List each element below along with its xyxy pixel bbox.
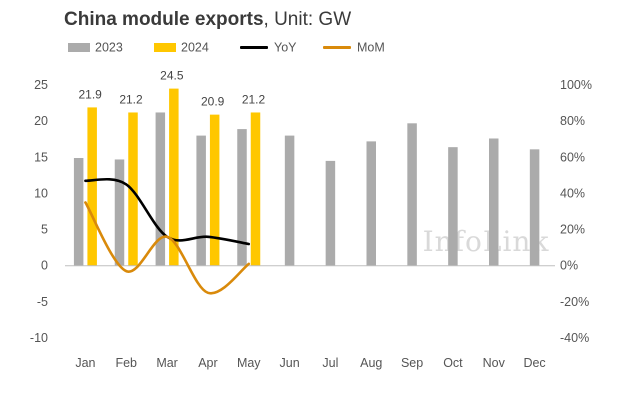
left-tick-label: 0 (41, 259, 48, 273)
legend-label-2023: 2023 (95, 40, 123, 55)
bar-2024-Mar (169, 88, 179, 266)
lines (84, 178, 251, 295)
bar-2023-Mar (155, 112, 166, 266)
bars (73, 88, 540, 266)
right-tick-label: 60% (560, 150, 585, 164)
bar-2024-Jan (87, 107, 97, 266)
right-tick-label: 100% (560, 78, 592, 92)
chart-title-main: China module exports (64, 9, 264, 30)
bar-2023-Aug (366, 141, 376, 266)
bar-2023-Dec (529, 149, 540, 266)
bar-2023-Feb (114, 159, 125, 266)
legend-label-mom: MoM (357, 40, 385, 55)
bar-2024-Feb (128, 112, 138, 266)
data-label-2024: 21.2 (119, 92, 143, 106)
legend-label-yoy: YoY (274, 40, 297, 55)
left-tick-label: -10 (30, 331, 48, 345)
x-tick-label: Nov (483, 356, 506, 370)
right-tick-label: 20% (560, 223, 585, 237)
bar-2023-Apr (196, 135, 206, 266)
legend-item-mom: MoM (323, 40, 385, 55)
x-tick-label: Sep (401, 356, 423, 370)
bar-2023-Nov (489, 138, 499, 266)
data-label-2024: 21.2 (242, 92, 266, 106)
bar-2023-May (237, 129, 247, 266)
legend-item-2023: 2023 (68, 40, 123, 55)
data-label-2024: 20.9 (201, 95, 225, 109)
x-tick-label: Jul (322, 356, 338, 370)
bar-2023-Jul (325, 160, 336, 266)
chart-title: China module exports, Unit: GW (64, 9, 351, 31)
bar-2024-May (250, 112, 261, 266)
x-tick-label: Jan (75, 356, 95, 370)
right-tick-label: 80% (560, 114, 585, 128)
left-tick-label: 10 (34, 186, 48, 200)
bar-2024-Apr (209, 114, 220, 266)
right-tick-label: 40% (560, 186, 585, 200)
chart-title-unit: , Unit: GW (263, 9, 352, 30)
x-tick-label: Apr (198, 356, 217, 370)
right-tick-label: -20% (560, 295, 589, 309)
left-tick-label: 20 (34, 114, 48, 128)
x-tick-label: Oct (443, 356, 463, 370)
data-label-2024: 21.9 (78, 87, 102, 101)
left-tick-label: -5 (37, 295, 48, 309)
left-tick-label: 25 (34, 78, 48, 92)
legend-line-mom (323, 46, 351, 50)
legend-swatch-2024 (154, 43, 176, 53)
x-tick-label: May (237, 356, 261, 370)
data-labels: 21.9 21.2 24.5 20.9 21.2 (78, 69, 265, 109)
left-tick-label: 5 (41, 223, 48, 237)
data-label-2024: 24.5 (160, 69, 184, 83)
left-tick-label: 15 (34, 150, 48, 164)
legend-label-2024: 2024 (181, 40, 209, 55)
legend-item-yoy: YoY (240, 40, 296, 55)
bar-2023-Sep (407, 123, 417, 266)
right-axis: -40% -20% 0% 20% 40% 60% 80% 100% (560, 78, 592, 345)
bar-2023-Jun (284, 135, 295, 266)
bar-2023-Jan (73, 158, 84, 266)
right-tick-label: -40% (560, 331, 589, 345)
watermark: InfoLink (423, 225, 550, 258)
bar-2023-Oct (448, 147, 458, 266)
legend-item-2024: 2024 (154, 40, 209, 55)
x-tick-label: Mar (156, 356, 178, 370)
x-tick-label: Aug (360, 356, 382, 370)
right-tick-label: 0% (560, 259, 578, 273)
left-axis: -10 -5 0 5 10 15 20 25 (30, 78, 48, 345)
legend-swatch-2023 (68, 43, 90, 53)
x-axis: Jan Feb Mar Apr May Jun Jul Aug Sep Oct Nov Dec (75, 356, 545, 370)
x-tick-label: Jun (280, 356, 300, 370)
line-mom (84, 201, 251, 295)
x-tick-label: Feb (115, 356, 137, 370)
line-yoy (84, 178, 251, 246)
x-tick-label: Dec (523, 356, 545, 370)
legend-line-yoy (240, 46, 268, 50)
